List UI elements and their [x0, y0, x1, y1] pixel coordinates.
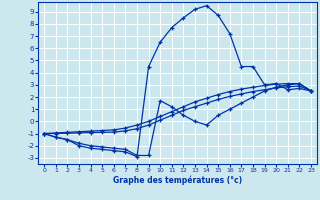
X-axis label: Graphe des températures (°c): Graphe des températures (°c) [113, 176, 242, 185]
